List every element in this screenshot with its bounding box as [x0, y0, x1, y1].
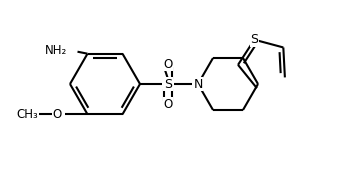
- Text: O: O: [164, 57, 172, 71]
- Text: O: O: [53, 108, 62, 121]
- Text: NH₂: NH₂: [45, 44, 68, 57]
- Text: S: S: [164, 78, 172, 90]
- Text: N: N: [193, 78, 203, 90]
- Text: CH₃: CH₃: [17, 108, 38, 121]
- Text: S: S: [250, 33, 258, 46]
- Text: O: O: [164, 98, 172, 110]
